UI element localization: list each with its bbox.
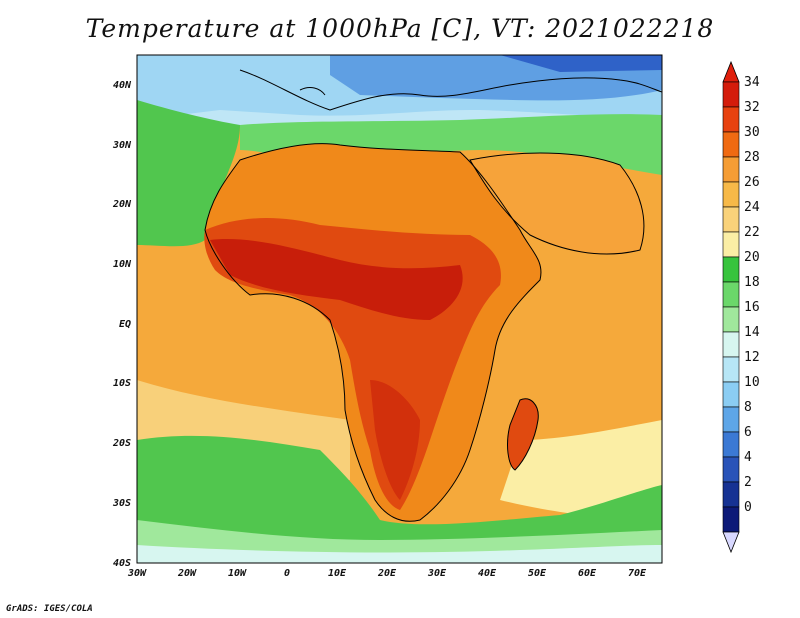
colorbar-label: 10 bbox=[744, 375, 760, 390]
lat-label: EQ bbox=[119, 319, 131, 330]
colorbar-cell bbox=[722, 206, 740, 233]
southern-africa-hot bbox=[370, 380, 420, 500]
colorbar-label: 0 bbox=[744, 500, 752, 515]
colorbar-label: 4 bbox=[744, 450, 752, 465]
lat-label: 20S bbox=[112, 438, 131, 449]
colorbar-cell bbox=[722, 131, 740, 158]
colorbar-cells bbox=[722, 81, 740, 533]
lon-label: 30E bbox=[427, 568, 447, 579]
colorbar-label: 2 bbox=[744, 475, 752, 490]
lon-axis: 30W 20W 10W 0 10E 20E 30E 40E 50E 60E 70… bbox=[127, 568, 647, 579]
colorbar-cell bbox=[722, 456, 740, 483]
colorbar-cell bbox=[722, 331, 740, 358]
colorbar-label: 18 bbox=[744, 275, 760, 290]
west-africa-hottest bbox=[210, 239, 463, 320]
colorbar-cell bbox=[722, 81, 740, 108]
lon-label: 20W bbox=[177, 568, 197, 579]
colorbar-cell bbox=[722, 431, 740, 458]
europe-coastline bbox=[239, 69, 662, 111]
colorbar-cell bbox=[722, 281, 740, 308]
colorbar-cell bbox=[722, 506, 740, 533]
colorbar-cell bbox=[722, 406, 740, 433]
atlantic-cool-green bbox=[137, 100, 240, 247]
lon-label: 40E bbox=[478, 568, 497, 579]
africa-coastline bbox=[204, 143, 542, 522]
lat-label: 40S bbox=[113, 558, 131, 569]
colorbar-cell bbox=[722, 256, 740, 283]
lat-label: 10N bbox=[113, 259, 132, 270]
colorbar-over-triangle bbox=[722, 60, 740, 83]
colorbar-under-triangle bbox=[722, 531, 740, 554]
colorbar-cell bbox=[722, 356, 740, 383]
map-title: Temperature at 1000hPa [C], VT: 20210222… bbox=[85, 14, 715, 43]
colorbar-label: 24 bbox=[744, 200, 760, 215]
map-frame bbox=[136, 54, 663, 564]
lat-label: 40N bbox=[113, 80, 132, 91]
lat-axis: 40N 30N 20N 10N EQ 10S 20S 30S 40S bbox=[112, 80, 132, 569]
colorbar-label: 30 bbox=[744, 125, 760, 140]
lat-label: 10S bbox=[113, 378, 131, 389]
arabia-coastline bbox=[469, 152, 645, 255]
colorbar-cell bbox=[722, 181, 740, 208]
colorbar-cell bbox=[722, 231, 740, 258]
arabia-warm bbox=[470, 153, 644, 255]
colorbar-label: 20 bbox=[744, 250, 760, 265]
colorbar-label: 26 bbox=[744, 175, 760, 190]
temperature-field bbox=[137, 55, 662, 563]
lon-label: 60E bbox=[578, 568, 597, 579]
north-africa-green bbox=[240, 114, 662, 175]
lon-label: 50E bbox=[528, 568, 547, 579]
colorbar-label: 14 bbox=[744, 325, 760, 340]
colorbar-cell bbox=[722, 481, 740, 508]
madagascar-coastline bbox=[507, 398, 539, 471]
colorbar-cell bbox=[722, 306, 740, 333]
colorbar-label: 34 bbox=[744, 75, 760, 90]
lat-label: 30N bbox=[112, 140, 132, 151]
colorbar-cell bbox=[722, 106, 740, 133]
northeast-coldest bbox=[500, 55, 662, 72]
coastlines bbox=[204, 69, 662, 522]
lat-label: 30S bbox=[112, 498, 131, 509]
lon-label: 20E bbox=[377, 568, 397, 579]
grads-credit: GrADS: IGES/COLA bbox=[6, 604, 93, 614]
lat-label: 20N bbox=[112, 199, 132, 210]
colorbar-cell bbox=[722, 156, 740, 183]
south-cool-green bbox=[137, 435, 662, 563]
colorbar-label: 12 bbox=[744, 350, 760, 365]
south-indian-yellow bbox=[500, 420, 662, 520]
lon-label: 10E bbox=[328, 568, 347, 579]
lon-label: 70E bbox=[628, 568, 647, 579]
lon-label: 30W bbox=[127, 568, 147, 579]
lon-label: 0 bbox=[284, 568, 290, 579]
lon-label: 10W bbox=[228, 568, 247, 579]
colorbar-label: 32 bbox=[744, 100, 760, 115]
far-south-cool bbox=[137, 545, 662, 563]
colorbar-label: 22 bbox=[744, 225, 760, 240]
colorbar-label: 6 bbox=[744, 425, 752, 440]
colorbar-label: 28 bbox=[744, 150, 760, 165]
colorbar-cell bbox=[722, 381, 740, 408]
colorbar-label: 16 bbox=[744, 300, 760, 315]
iberia-coastline bbox=[299, 87, 326, 96]
madagascar-hot bbox=[507, 398, 539, 470]
colorbar-label: 8 bbox=[744, 400, 752, 415]
